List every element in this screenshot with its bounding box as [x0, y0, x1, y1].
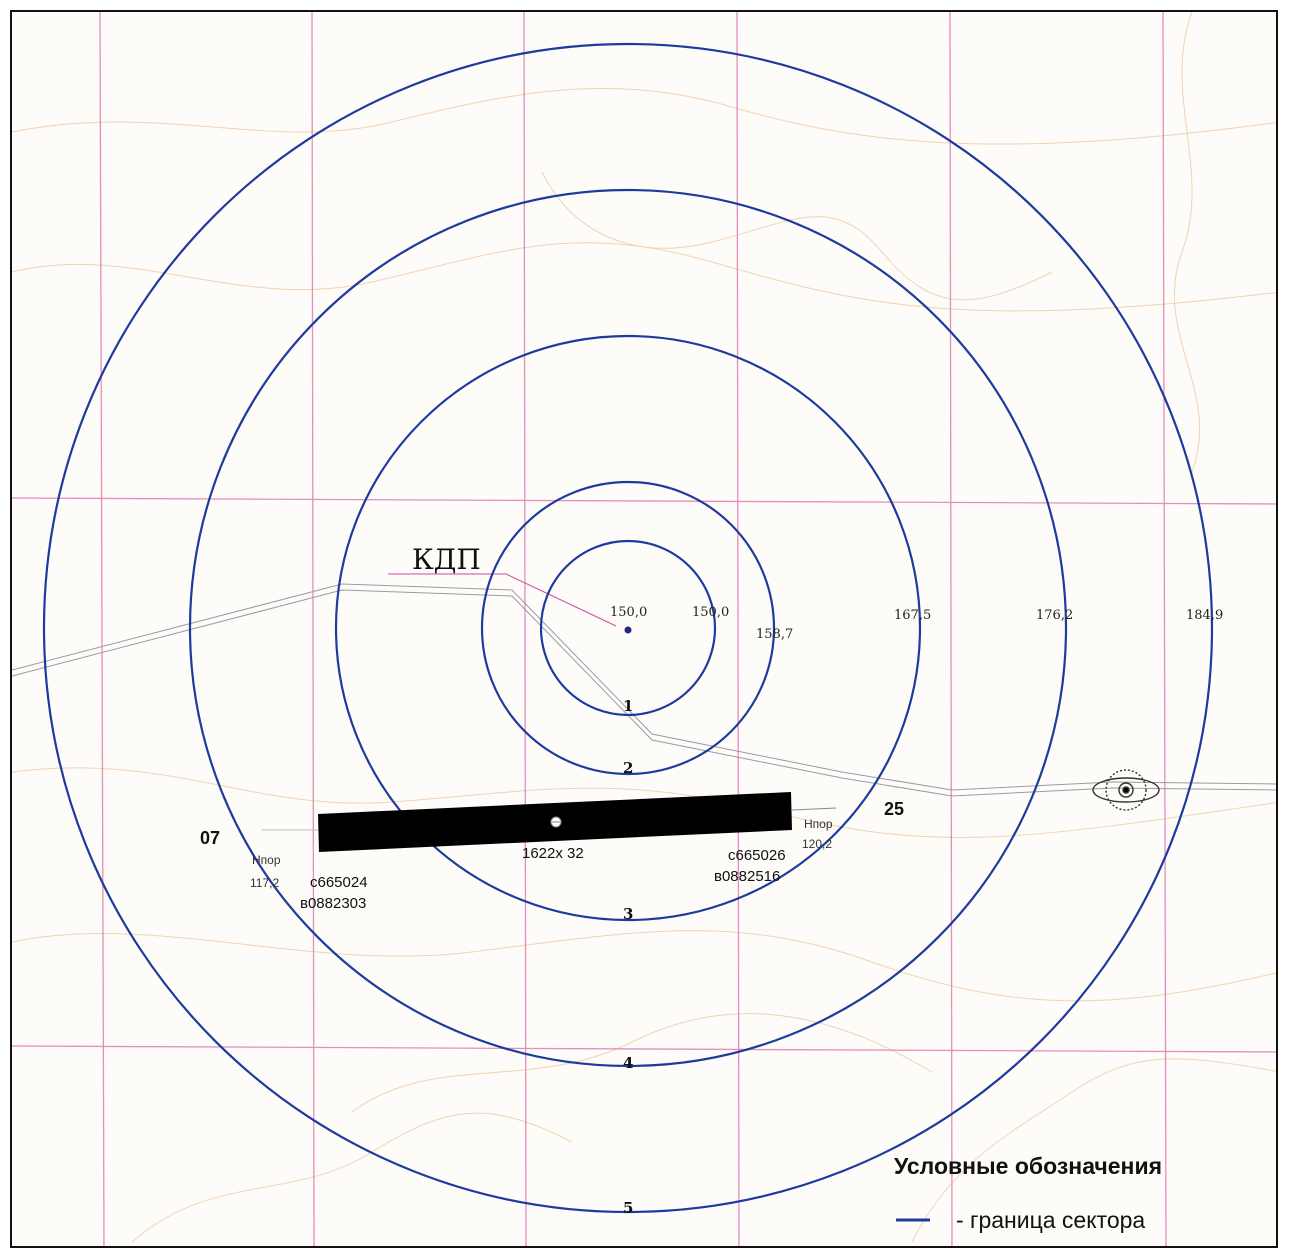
- runway-west-designator: 07: [200, 828, 220, 848]
- ring-3: [334, 334, 922, 922]
- runway-east-threshold-label: Hпор: [804, 817, 833, 831]
- navaid-icon: [1092, 769, 1160, 811]
- road: [12, 583, 1276, 797]
- terrain-contours: [12, 12, 1276, 1243]
- sector-1-label: 1: [623, 697, 633, 715]
- sector-3-label: 3: [623, 905, 633, 923]
- coordinate-grid: [12, 12, 1276, 1246]
- kdp-elevation: 150,0: [610, 605, 647, 620]
- runway-west-threshold-label: Hпор: [252, 853, 281, 867]
- runway-west-threshold-elevation: 117,2: [250, 876, 279, 890]
- runway-east-coord-north: с665026: [728, 847, 786, 864]
- map-canvas: КДП 150,0 150,0 158,7 167,5 176,2 184,9 …: [12, 12, 1276, 1246]
- sector-4-label: 4: [623, 1054, 633, 1072]
- sector-rings: [42, 42, 1214, 1214]
- runway-west-coord-north: с665024: [310, 874, 368, 891]
- ring-1-elevation: 150,0: [692, 605, 729, 620]
- ring-4-elevation: 176,2: [1036, 608, 1073, 623]
- runway-dimensions: 1622x 32: [522, 845, 584, 862]
- runway-east-threshold-elevation: 120,2: [802, 837, 832, 851]
- ring-2-elevation: 158,7: [756, 627, 793, 642]
- legend: Условные обозначения - граница сектора: [894, 1153, 1162, 1233]
- sector-5-label: 5: [623, 1199, 633, 1217]
- kdp-leader: [388, 573, 617, 627]
- ring-3-elevation: 167,5: [894, 608, 931, 623]
- legend-title: Условные обозначения: [894, 1153, 1162, 1179]
- map-frame: КДП 150,0 150,0 158,7 167,5 176,2 184,9 …: [10, 10, 1278, 1248]
- runway-west-coord-east: в0882303: [300, 895, 366, 912]
- ring-2: [480, 480, 776, 776]
- runway: [262, 792, 837, 852]
- ring-4: [188, 188, 1068, 1068]
- runway-east-designator: 25: [884, 799, 904, 819]
- control-tower-point: [624, 626, 632, 634]
- kdp-label: КДП: [412, 543, 481, 576]
- sector-2-label: 2: [623, 759, 633, 777]
- ring-5: [42, 42, 1214, 1214]
- ring-1: [539, 539, 717, 717]
- runway-east-coord-east: в0882516: [714, 868, 780, 885]
- legend-item-label: - граница сектора: [956, 1207, 1145, 1233]
- ring-5-elevation: 184,9: [1186, 608, 1223, 623]
